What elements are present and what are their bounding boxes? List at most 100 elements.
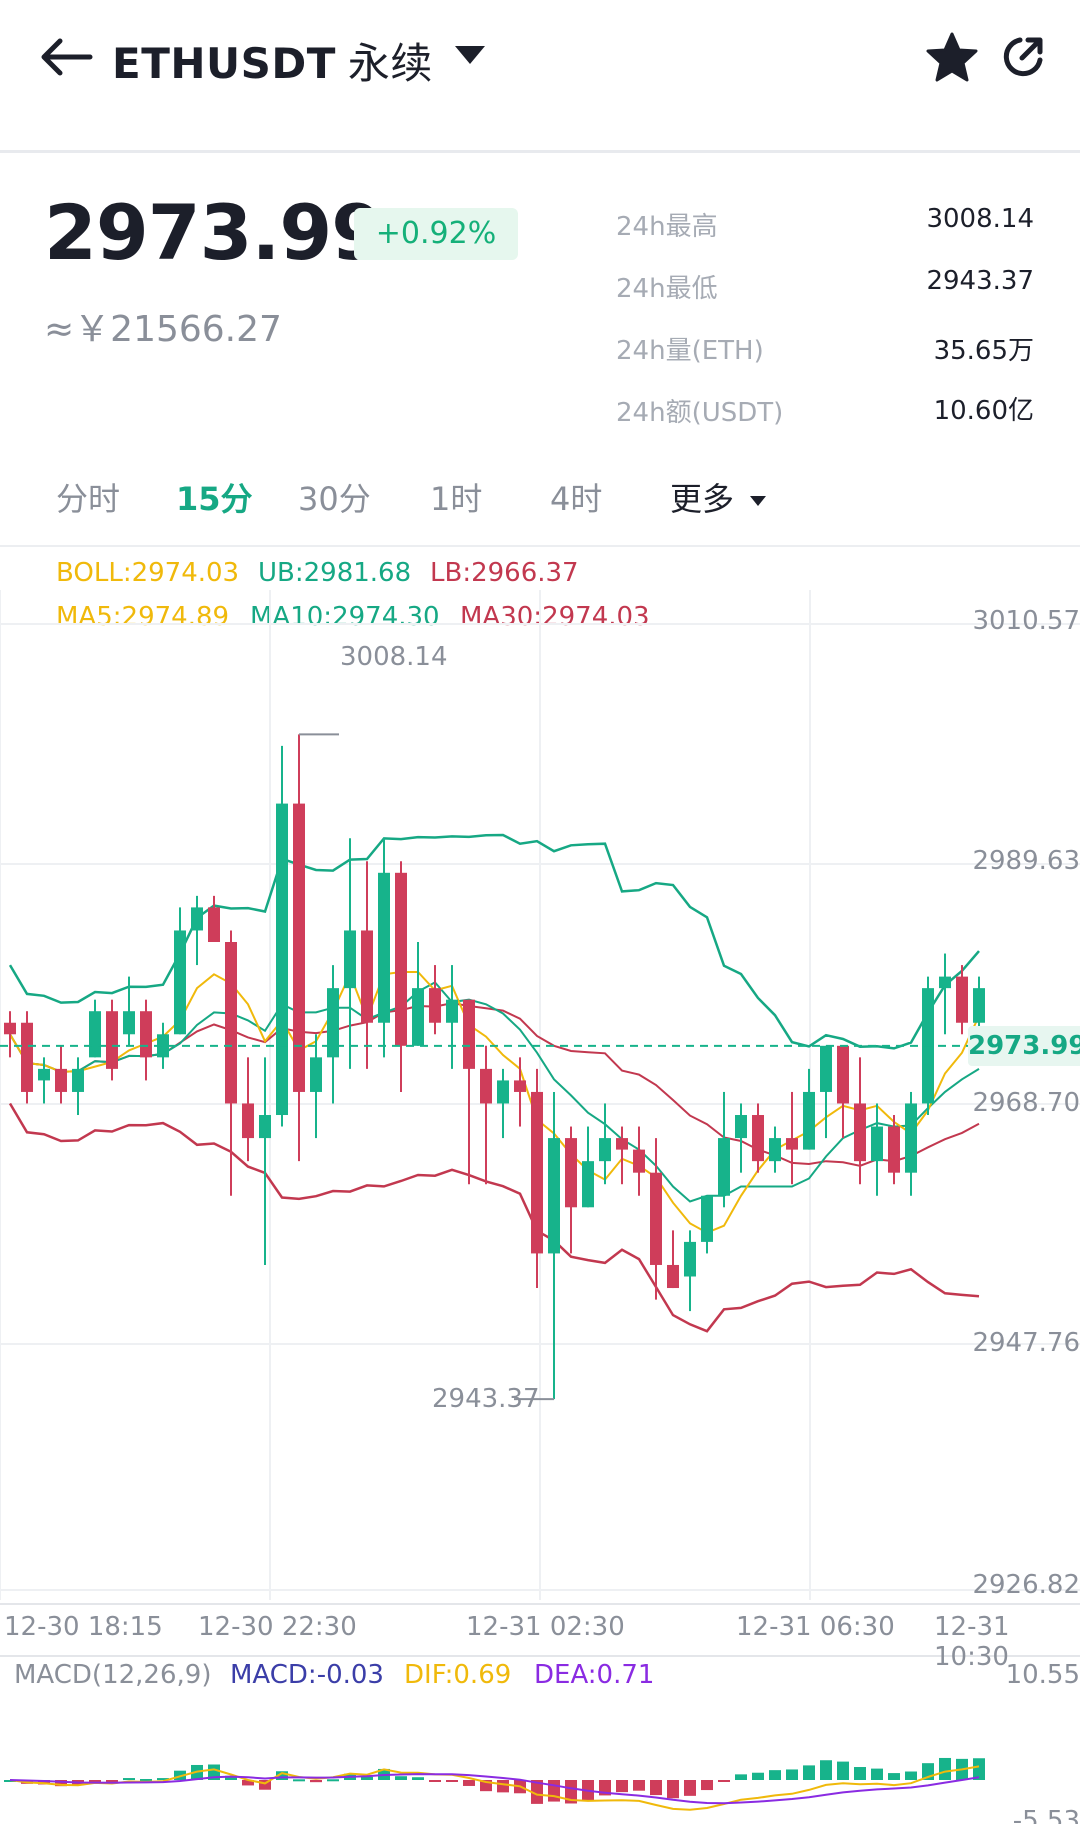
candle-body-23: [395, 872, 407, 1046]
stat-label-turnover: 24h额(USDT): [616, 398, 784, 428]
tab-time-share[interactable]: 分时: [56, 480, 121, 518]
macd-bar-24: [412, 1777, 424, 1780]
candle-body-3: [55, 1068, 67, 1092]
candle-body-14: [242, 1103, 254, 1139]
last-price: 2973.99: [44, 188, 384, 277]
macd-bar-32: [548, 1780, 560, 1802]
candle-body-55: [939, 976, 951, 989]
macd-bar-49: [837, 1761, 849, 1780]
triangle-down-icon: [750, 496, 767, 506]
boll-lower-line: [8, 1102, 980, 1333]
candle-body-7: [123, 1011, 135, 1035]
symbol-title[interactable]: ETHUSDT 永续: [112, 30, 433, 91]
candle-body-6: [106, 1011, 118, 1069]
macd-axis-bottom: -5.53: [1012, 1806, 1080, 1824]
macd-bar-38: [650, 1780, 662, 1796]
macd-bar-25: [429, 1780, 441, 1782]
candle-body-20: [344, 930, 356, 989]
candle-body-47: [803, 1091, 815, 1150]
tab-15m[interactable]: 15分: [176, 480, 253, 518]
candle-body-28: [480, 1068, 492, 1104]
ma30-legend: MA30:2974.03: [460, 602, 650, 632]
macd-bar-29: [497, 1780, 509, 1793]
macd-bar-16: [276, 1771, 288, 1780]
tabs-divider: [0, 545, 1080, 547]
macd-bar-47: [803, 1765, 815, 1780]
dea-line: [9, 1773, 980, 1805]
macd-bar-14: [242, 1780, 254, 1786]
candle-body-24: [412, 988, 424, 1046]
candle-body-18: [310, 1057, 322, 1092]
y-tick-1: 2989.63: [972, 846, 1080, 876]
candle-body-29: [497, 1080, 509, 1104]
x-tick-3: 12-31 06:30: [736, 1612, 895, 1642]
top-bar: ETHUSDT 永续: [0, 0, 1080, 150]
tab-more-label: 更多: [670, 480, 735, 518]
header-divider: [0, 150, 1080, 153]
stat-label-volume: 24h量(ETH): [616, 336, 764, 366]
macd-bar-23: [395, 1776, 407, 1780]
stat-value-low: 2943.37: [926, 266, 1034, 296]
candle-body-42: [718, 1138, 730, 1196]
candle-body-45: [769, 1138, 781, 1162]
contract-type: 永续: [347, 39, 433, 88]
candle-body-8: [140, 1011, 152, 1058]
ma30-line: [9, 1002, 980, 1167]
dif-line: [9, 1765, 980, 1811]
candle-body-33: [565, 1138, 577, 1208]
share-icon[interactable]: [998, 32, 1048, 82]
candle-body-39: [667, 1264, 679, 1289]
macd-params-legend: MACD(12,26,9): [14, 1660, 212, 1690]
candle-body-57: [973, 988, 985, 1023]
candle-body-52: [888, 1126, 900, 1173]
macd-bar-40: [684, 1780, 696, 1796]
candle-body-36: [616, 1138, 628, 1150]
macd-bar-33: [565, 1780, 577, 1804]
back-arrow-icon[interactable]: [40, 32, 96, 82]
macd-bar-7: [123, 1778, 135, 1781]
tab-1h[interactable]: 1时: [430, 480, 483, 518]
macd-bar-13: [225, 1775, 237, 1780]
candle-body-19: [327, 988, 339, 1058]
ma5-line: [9, 971, 980, 1234]
candle-body-32: [548, 1138, 560, 1254]
candle-body-38: [650, 1172, 662, 1265]
candle-body-53: [905, 1103, 917, 1173]
ma10-legend: MA10:2974.30: [250, 602, 440, 632]
candle-body-49: [837, 1045, 849, 1104]
tab-more[interactable]: 更多: [670, 474, 768, 520]
macd-bar-57: [973, 1758, 985, 1780]
macd-bar-55: [939, 1757, 951, 1780]
macd-bar-44: [752, 1772, 764, 1780]
macd-bar-48: [820, 1760, 832, 1780]
macd-bar-3: [55, 1780, 67, 1787]
macd-bar-28: [480, 1780, 492, 1792]
change-badge: +0.92%: [354, 208, 518, 260]
boll-lb-legend: LB:2966.37: [430, 558, 579, 588]
macd-bar-46: [786, 1769, 798, 1780]
candle-body-51: [871, 1126, 883, 1162]
tab-4h[interactable]: 4时: [550, 480, 603, 518]
candle-body-12: [208, 907, 220, 943]
candle-body-46: [786, 1138, 798, 1150]
candle-body-0: [4, 1022, 16, 1035]
candle-body-50: [854, 1103, 866, 1162]
candle-body-27: [463, 999, 475, 1069]
candle-body-25: [429, 988, 441, 1023]
candle-body-41: [701, 1195, 713, 1242]
star-icon[interactable]: [924, 30, 980, 86]
boll-legend: BOLL:2974.03: [56, 558, 240, 588]
stat-value-volume: 35.65万: [933, 336, 1034, 366]
y-tick-3: 2947.76: [972, 1328, 1080, 1358]
macd-bar-15: [259, 1780, 271, 1790]
candle-body-26: [446, 999, 458, 1023]
candle-body-22: [378, 872, 390, 1023]
macd-bar-6: [106, 1780, 118, 1782]
candle-body-9: [157, 1034, 169, 1058]
candle-body-16: [276, 803, 288, 1116]
candle-body-31: [531, 1091, 543, 1254]
macd-bar-27: [463, 1780, 475, 1786]
candle-body-13: [225, 942, 237, 1104]
tab-30m[interactable]: 30分: [298, 480, 371, 518]
chevron-down-icon[interactable]: [452, 40, 488, 70]
